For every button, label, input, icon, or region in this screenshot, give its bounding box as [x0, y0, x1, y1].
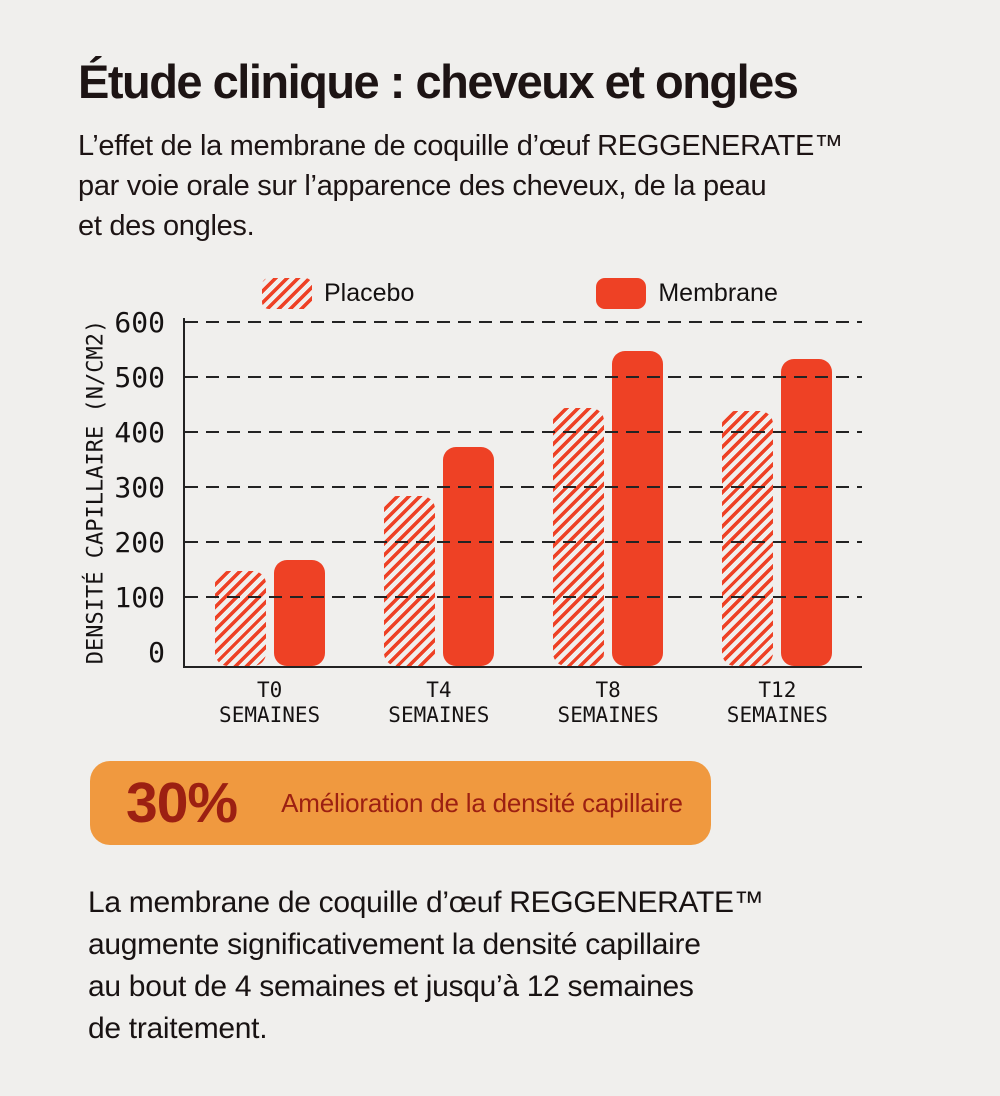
legend-label-membrane: Membrane — [658, 279, 778, 307]
legend-item-membrane: Membrane — [596, 278, 778, 309]
legend-label-placebo: Placebo — [324, 279, 415, 307]
bar-group-t4 — [383, 446, 494, 666]
improvement-label: Amélioration de la densité capillaire — [281, 787, 683, 818]
x-labels-row: T0 SEMAINES T4 SEMAINES T8 SEMAINES T12 SEM… — [185, 678, 862, 728]
y-tick-label-500: 500 — [114, 361, 165, 394]
y-tick-label-0: 0 — [148, 636, 165, 669]
bars-row — [185, 318, 862, 666]
y-tick-label-400: 400 — [114, 416, 165, 449]
x-tick-label-t0: T0 SEMAINES — [219, 678, 321, 727]
membrane-bar-t8 — [612, 350, 664, 666]
improvement-value: 30% — [126, 771, 238, 835]
y-tick-label-200: 200 — [114, 526, 165, 559]
chart-legend: Placebo Membrane — [262, 278, 778, 309]
y-tick-label-300: 300 — [114, 471, 165, 504]
placebo-bar-t4 — [383, 496, 435, 666]
y-axis-title: DENSITÉ CAPILLAIRE (N/CM2) — [83, 319, 109, 665]
subtitle: L’effet de la membrane de coquille d’œuf… — [78, 130, 843, 242]
placebo-bar-t12 — [722, 411, 774, 666]
bar-group-t8 — [553, 350, 664, 666]
membrane-bar-t12 — [781, 358, 833, 666]
placebo-bar-t8 — [553, 408, 605, 666]
membrane-swatch-icon — [596, 278, 647, 309]
y-tick-label-100: 100 — [114, 581, 165, 614]
membrane-bar-t0 — [273, 559, 325, 666]
conclusion-text: La membrane de coquille d’œuf REGGENERAT… — [88, 886, 764, 1045]
legend-item-placebo: Placebo — [262, 278, 414, 309]
bar-group-t12 — [722, 358, 833, 666]
x-tick-label-t12: T12 SEMAINES — [726, 678, 828, 727]
x-tick-label-t8: T8 SEMAINES — [557, 678, 659, 727]
y-tick-label-600: 600 — [114, 306, 165, 339]
placebo-swatch-icon — [262, 278, 312, 309]
page-title: Étude clinique : cheveux et ongles — [78, 55, 799, 108]
bar-group-t0 — [214, 559, 325, 666]
improvement-callout: 30% Amélioration de la densité capillair… — [90, 761, 711, 845]
x-tick-label-t4: T4 SEMAINES — [388, 678, 490, 727]
placebo-bar-t0 — [214, 570, 266, 666]
membrane-bar-t4 — [442, 446, 494, 666]
bar-chart: DENSITÉ CAPILLAIRE (N/CM2) T0 SEMAINES T4… — [84, 309, 862, 727]
